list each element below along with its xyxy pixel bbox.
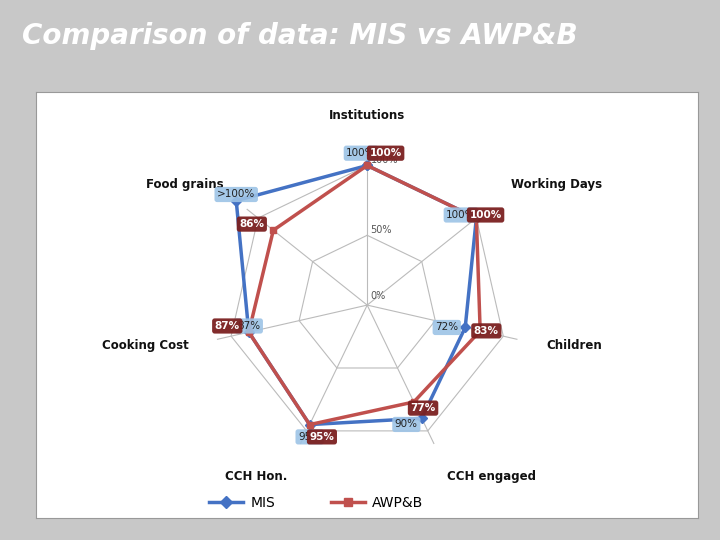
Text: 50%: 50% (371, 225, 392, 235)
Text: >100%: >100% (217, 190, 256, 199)
Text: 100%: 100% (346, 148, 376, 158)
Text: 87%: 87% (215, 321, 240, 331)
Text: Comparison of data: MIS vs AWP&B: Comparison of data: MIS vs AWP&B (22, 23, 577, 50)
Text: Working Days: Working Days (510, 178, 602, 191)
Text: 0%: 0% (371, 291, 386, 301)
Text: 87%: 87% (237, 321, 261, 331)
Text: 100%: 100% (369, 148, 402, 158)
Text: 95%: 95% (298, 432, 321, 442)
Legend: MIS, AWP&B: MIS, AWP&B (203, 491, 429, 516)
Text: 83%: 83% (474, 326, 499, 336)
Text: 86%: 86% (239, 219, 264, 229)
Text: 95%: 95% (310, 432, 334, 442)
Text: CCH Hon.: CCH Hon. (225, 470, 287, 483)
Text: CCH engaged: CCH engaged (447, 470, 536, 483)
Text: 72%: 72% (435, 322, 459, 333)
Text: 90%: 90% (395, 420, 418, 429)
Text: Food grains: Food grains (146, 178, 224, 191)
Text: Institutions: Institutions (329, 109, 405, 122)
Text: 100%: 100% (371, 156, 398, 165)
Text: 77%: 77% (410, 403, 436, 413)
Text: 100%: 100% (446, 210, 476, 220)
Text: Cooking Cost: Cooking Cost (102, 340, 189, 353)
Text: 100%: 100% (469, 210, 502, 220)
Text: Children: Children (546, 340, 602, 353)
